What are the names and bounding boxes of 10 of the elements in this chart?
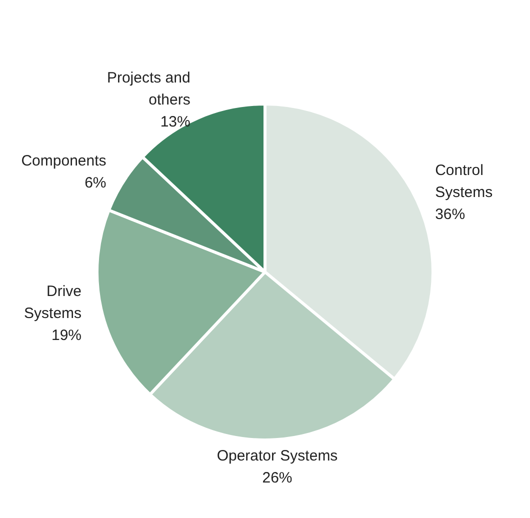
slice-label: Control Systems (435, 162, 493, 201)
slice-label: Drive Systems (24, 283, 82, 322)
data-label: 19% (51, 327, 82, 344)
slice-label: Components (21, 152, 106, 170)
data-label: 6% (84, 174, 106, 192)
slice-label: Projects and others (106, 69, 190, 108)
data-label: 26% (262, 470, 292, 487)
data-label: 13% (160, 113, 190, 130)
data-label: 36% (435, 206, 466, 223)
slice-label: Operator Systems (216, 448, 338, 465)
